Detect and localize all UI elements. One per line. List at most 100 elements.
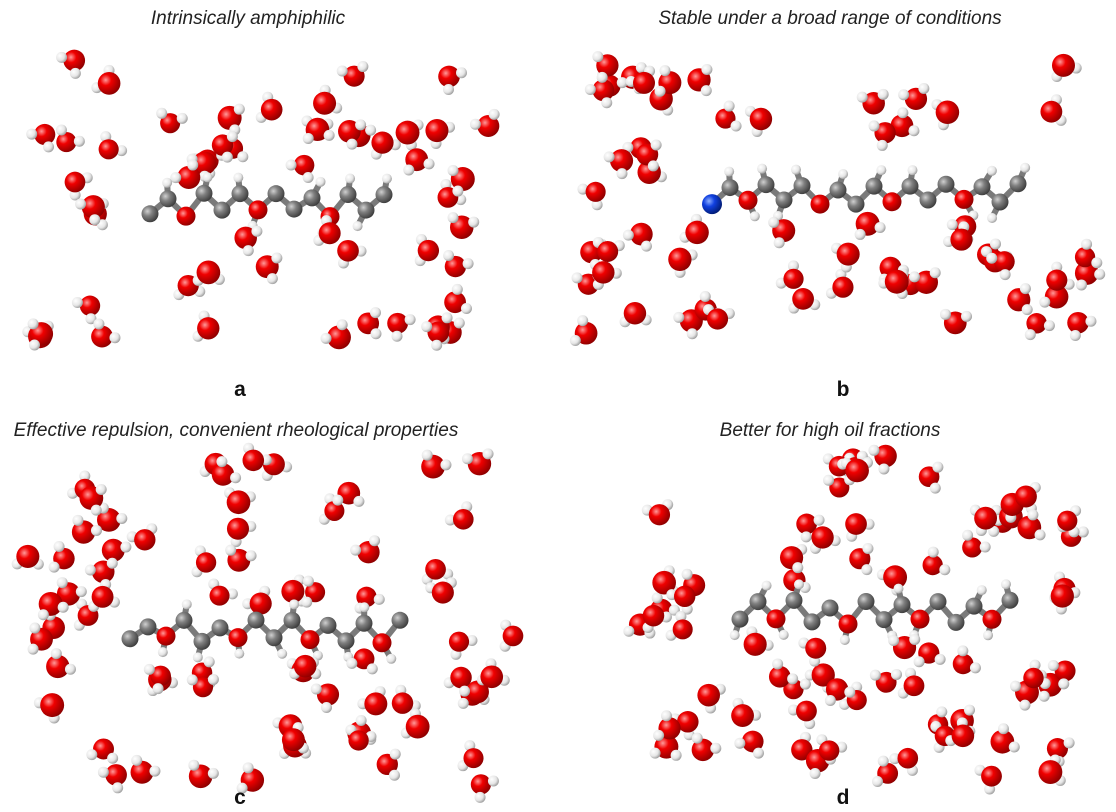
carbon [212, 619, 229, 636]
oxygen [697, 684, 720, 707]
oxygen [649, 504, 670, 525]
hydrogen [875, 222, 886, 233]
carbon [376, 186, 393, 203]
oxygen [845, 459, 869, 483]
oxygen [805, 638, 826, 659]
hydrogen [957, 645, 968, 656]
hydrogen [750, 211, 760, 221]
oxygen [418, 240, 439, 261]
oxygen [668, 248, 691, 271]
hydrogen [51, 648, 62, 659]
hydrogen [814, 515, 825, 526]
hydrogen [1058, 678, 1069, 689]
oxygen [832, 277, 853, 298]
carbon [894, 596, 911, 613]
oxygen [425, 559, 446, 580]
oxygen [955, 190, 974, 209]
hydrogen [872, 776, 883, 787]
oxygen [936, 101, 960, 125]
oxygen [210, 586, 230, 606]
carbon [930, 593, 947, 610]
hydrogen [1022, 304, 1033, 315]
hydrogen [597, 72, 608, 83]
hydrogen [461, 303, 472, 314]
hydrogen [85, 564, 96, 575]
hydrogen [332, 495, 343, 506]
oxygen [337, 240, 359, 262]
carbon [194, 633, 211, 650]
hydrogen [1064, 737, 1075, 748]
carbon [758, 176, 775, 193]
hydrogen [422, 450, 433, 461]
hydrogen [357, 61, 368, 72]
oxygen [767, 609, 786, 628]
hydrogen [370, 307, 381, 318]
hydrogen [131, 755, 142, 766]
hydrogen [990, 238, 1001, 249]
carbon [920, 192, 937, 209]
hydrogen [1000, 269, 1011, 280]
hydrogen [440, 459, 451, 470]
hydrogen [311, 683, 322, 694]
carbon [284, 612, 301, 629]
carbon [1010, 175, 1027, 192]
oxygen [1067, 312, 1089, 334]
hydrogen [888, 635, 899, 646]
oxygen [950, 229, 972, 251]
hydrogen [144, 664, 155, 675]
oxygen [796, 701, 817, 722]
oxygen [845, 513, 867, 535]
hydrogen [49, 562, 60, 573]
carbon [786, 592, 803, 609]
hydrogen [1085, 316, 1096, 327]
oxygen [348, 730, 368, 750]
oxygen [471, 774, 491, 794]
oxygen [134, 529, 155, 550]
oxygen [319, 222, 341, 244]
hydrogen [463, 258, 474, 269]
hydrogen [928, 547, 939, 558]
hydrogen [234, 104, 245, 115]
hydrogen [604, 151, 615, 162]
hydrogen [405, 314, 416, 325]
hydrogen [182, 599, 192, 609]
oxygen [1015, 486, 1037, 508]
hydrogen [757, 164, 767, 174]
hydrogen [459, 686, 470, 697]
hydrogen [89, 214, 100, 225]
oxygen [707, 308, 728, 329]
hydrogen [149, 766, 160, 777]
hydrogen [443, 250, 454, 261]
hydrogen [162, 178, 172, 188]
hydrogen [730, 630, 740, 640]
carbon [750, 593, 767, 610]
hydrogen [321, 702, 332, 713]
hydrogen [1025, 329, 1036, 340]
oxygen [227, 518, 249, 540]
hydrogen [671, 750, 682, 761]
hydrogen [724, 101, 735, 112]
hydrogen [1076, 279, 1087, 290]
hydrogen [724, 167, 734, 177]
panel-label: b [837, 378, 850, 401]
hydrogen [572, 272, 583, 283]
hydrogen [246, 550, 257, 561]
carbon [948, 614, 965, 631]
hydrogen [222, 152, 233, 163]
hydrogen [70, 68, 81, 79]
oxygen [261, 99, 283, 121]
carbon [902, 178, 919, 195]
hydrogen [337, 319, 348, 330]
hydrogen [878, 756, 889, 767]
hydrogen [1009, 741, 1020, 752]
hydrogen [601, 97, 612, 108]
carbon [822, 600, 839, 617]
oxygen [674, 586, 695, 607]
hydrogen [26, 129, 37, 140]
hydrogen [448, 165, 459, 176]
hydrogen [193, 652, 203, 662]
hydrogen [701, 85, 712, 96]
hydrogen [908, 125, 919, 136]
hydrogen [54, 541, 65, 552]
hydrogen [75, 199, 86, 210]
